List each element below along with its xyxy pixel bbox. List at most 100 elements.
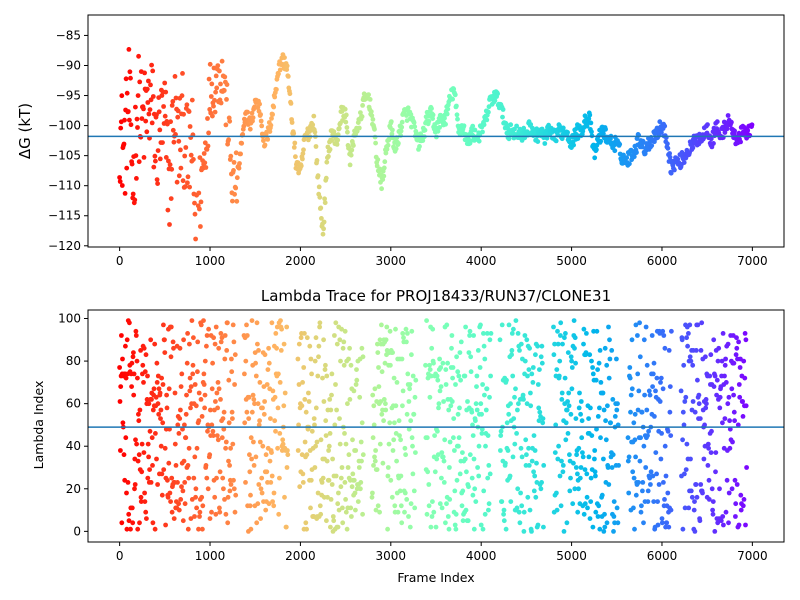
lambda-point bbox=[511, 326, 516, 332]
lambda-point bbox=[201, 382, 207, 387]
lambda-point bbox=[626, 454, 632, 460]
lambda-point bbox=[405, 371, 411, 377]
lambda-point bbox=[242, 420, 248, 426]
lambda-point bbox=[196, 526, 201, 532]
delta-g-point bbox=[234, 175, 240, 181]
x-tick-label: 6000 bbox=[647, 549, 678, 563]
lambda-point bbox=[521, 529, 527, 534]
lambda-point bbox=[359, 458, 364, 464]
delta-g-point bbox=[316, 184, 322, 190]
lambda-point bbox=[665, 428, 671, 434]
lambda-point bbox=[703, 397, 709, 402]
delta-g-point bbox=[370, 117, 376, 122]
lambda-point bbox=[611, 499, 617, 504]
y-tick-label: 80 bbox=[66, 354, 81, 368]
lambda-point bbox=[573, 360, 578, 366]
lambda-point bbox=[456, 373, 462, 379]
lambda-point bbox=[482, 511, 488, 517]
lambda-point bbox=[246, 416, 252, 421]
lambda-point bbox=[436, 401, 442, 407]
delta-g-point bbox=[206, 130, 212, 136]
lambda-point bbox=[572, 486, 578, 492]
lambda-point bbox=[161, 322, 166, 328]
lambda-point bbox=[716, 345, 722, 351]
lambda-point bbox=[280, 441, 286, 447]
delta-g-point bbox=[130, 191, 136, 197]
lambda-point bbox=[530, 380, 536, 385]
lambda-point bbox=[437, 501, 443, 507]
lambda-point bbox=[166, 386, 172, 392]
lambda-point bbox=[225, 320, 230, 326]
lambda-point bbox=[467, 328, 473, 334]
lambda-point bbox=[204, 343, 209, 349]
delta-g-point bbox=[157, 156, 163, 162]
lambda-point bbox=[481, 488, 487, 494]
lambda-point bbox=[602, 511, 607, 517]
delta-g-point bbox=[219, 58, 225, 64]
lambda-point bbox=[330, 514, 336, 519]
lambda-point bbox=[600, 390, 606, 396]
lambda-point bbox=[181, 458, 187, 464]
lambda-point bbox=[404, 411, 410, 417]
lambda-point bbox=[185, 331, 191, 336]
lambda-point bbox=[439, 475, 444, 481]
lambda-point bbox=[225, 520, 231, 526]
lambda-point bbox=[179, 484, 184, 490]
lambda-point bbox=[628, 392, 634, 398]
lambda-point bbox=[651, 360, 657, 366]
lambda-point bbox=[482, 356, 488, 362]
lambda-point bbox=[266, 360, 272, 366]
lambda-point bbox=[552, 341, 557, 347]
lambda-point bbox=[190, 371, 196, 377]
delta-g-point bbox=[398, 128, 404, 134]
delta-g-point bbox=[176, 138, 182, 144]
lambda-point bbox=[688, 456, 693, 462]
lambda-point bbox=[515, 331, 521, 336]
delta-g-point bbox=[155, 181, 161, 187]
lambda-point bbox=[184, 392, 189, 398]
lambda-point bbox=[733, 352, 739, 358]
lambda-point bbox=[435, 452, 441, 458]
lambda-point bbox=[611, 514, 617, 519]
lambda-point bbox=[575, 471, 580, 477]
lambda-point bbox=[339, 465, 345, 470]
lambda-point bbox=[376, 365, 381, 370]
delta-g-point bbox=[213, 73, 219, 79]
lambda-point bbox=[120, 356, 125, 362]
delta-g-point bbox=[128, 75, 133, 81]
lambda-point bbox=[392, 503, 398, 509]
delta-g-point bbox=[167, 222, 172, 227]
lambda-point bbox=[649, 333, 655, 338]
lambda-point bbox=[451, 435, 456, 441]
lambda-point bbox=[284, 324, 290, 330]
delta-g-point bbox=[234, 198, 240, 204]
lambda-point bbox=[302, 331, 307, 336]
y-tick-label: −85 bbox=[56, 28, 81, 42]
lambda-point bbox=[431, 360, 436, 366]
lambda-point bbox=[592, 456, 597, 462]
lambda-point bbox=[625, 458, 631, 464]
delta-g-point bbox=[667, 154, 673, 160]
lambda-point bbox=[530, 365, 536, 370]
lambda-point bbox=[615, 401, 620, 407]
lambda-point bbox=[715, 520, 721, 526]
lambda-point bbox=[249, 456, 255, 462]
lambda-point bbox=[346, 356, 351, 362]
delta-g-point bbox=[261, 138, 266, 144]
lambda-point bbox=[641, 520, 646, 526]
lambda-point bbox=[537, 409, 543, 415]
lambda-point bbox=[736, 339, 741, 345]
lambda-point bbox=[268, 480, 274, 485]
lambda-point bbox=[540, 420, 546, 426]
lambda-point bbox=[136, 418, 142, 424]
delta-g-point bbox=[226, 137, 232, 143]
delta-g-point bbox=[189, 97, 195, 103]
delta-g-point bbox=[184, 102, 190, 108]
delta-g-point bbox=[178, 147, 183, 153]
lambda-point bbox=[520, 392, 526, 398]
lambda-point bbox=[485, 475, 491, 481]
lambda-point bbox=[391, 437, 397, 443]
lambda-point bbox=[425, 469, 431, 475]
delta-g-point bbox=[137, 79, 143, 85]
lambda-point bbox=[740, 503, 746, 509]
